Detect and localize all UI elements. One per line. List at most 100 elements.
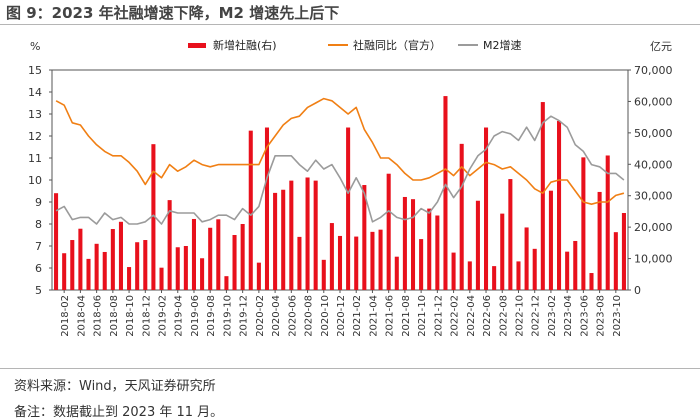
right-axis-tick-label: 30,000 xyxy=(634,190,673,203)
left-axis-tick-label: 15 xyxy=(28,64,42,77)
left-axis-tick-label: 5 xyxy=(35,284,42,297)
bar-2021-11 xyxy=(427,208,432,290)
left-axis-tick-label: 12 xyxy=(28,130,42,143)
bar-2018-08 xyxy=(110,229,115,290)
x-axis-tick-label: 2020-10 xyxy=(320,295,331,337)
left-axis-tick-label: 6 xyxy=(35,262,42,275)
bar-2020-07 xyxy=(297,236,302,290)
bar-2018-09 xyxy=(118,221,123,290)
x-axis-tick-label: 2022-10 xyxy=(514,295,525,337)
right-axis-tick-label: 60,000 xyxy=(634,95,673,108)
bar-2021-09 xyxy=(410,199,416,290)
bar-2020-12 xyxy=(337,235,343,290)
bar-2021-08 xyxy=(402,196,407,290)
title-divider xyxy=(0,24,700,25)
bar-2018-06 xyxy=(94,243,99,290)
bar-2021-03 xyxy=(362,185,367,290)
bar-2019-10 xyxy=(224,276,229,290)
left-axis-tick-label: 14 xyxy=(28,86,42,99)
right-axis-tick-label: 10,000 xyxy=(634,253,673,266)
bar-2021-07 xyxy=(394,256,399,290)
x-axis-tick-label: 2018-06 xyxy=(93,295,104,337)
left-axis-tick-label: 9 xyxy=(35,196,42,209)
x-axis-tick-label: 2020-06 xyxy=(287,295,298,337)
x-axis-tick-label: 2019-12 xyxy=(239,295,250,337)
bar-2023-04 xyxy=(565,251,570,290)
x-axis-tick-label: 2023-08 xyxy=(596,295,607,337)
bar-2022-05 xyxy=(475,200,480,290)
bar-2019-03 xyxy=(167,200,172,290)
bar-2020-02 xyxy=(256,262,261,290)
left-axis-tick-label: 10 xyxy=(28,174,42,187)
legend: 新增社融(右) 社融同比（官方） M2增速 xyxy=(188,38,522,52)
bar-2020-09 xyxy=(313,180,318,290)
bar-2021-01 xyxy=(346,127,351,290)
bar-2019-12 xyxy=(240,224,245,290)
right-axis-tick-label: 0 xyxy=(634,284,641,297)
x-axis-tick-label: 2022-02 xyxy=(450,295,461,337)
source-note: 资料来源：Wind，天风证券研究所 xyxy=(14,379,216,394)
bar-2023-02 xyxy=(548,190,553,290)
bar-2022-11 xyxy=(524,227,529,290)
bar-2020-03 xyxy=(264,127,270,290)
left-axis-tick-label: 13 xyxy=(28,108,42,121)
x-axis-tick-label: 2022-06 xyxy=(482,295,493,337)
left-axis-tick-label: 7 xyxy=(35,240,42,253)
right-axis-unit: 亿元 xyxy=(650,40,672,53)
bar-2021-04 xyxy=(370,231,375,290)
bar-2020-01 xyxy=(248,130,253,290)
bar-2019-08 xyxy=(208,227,213,290)
figure-title: 图 9：2023 年社融增速下降，M2 增速先上后下 xyxy=(6,4,340,22)
bar-2018-12 xyxy=(143,240,148,290)
bar-2023-03 xyxy=(557,120,562,291)
bar-2018-01 xyxy=(54,193,59,290)
legend-label: 社融同比（官方） xyxy=(353,38,441,52)
bar-2022-08 xyxy=(500,213,505,290)
x-axis-tick-label: 2022-08 xyxy=(498,295,509,337)
bar-2021-12 xyxy=(435,215,440,290)
bar-2019-09 xyxy=(216,219,221,290)
bar-2023-05 xyxy=(573,240,578,290)
bar-2020-11 xyxy=(329,223,334,290)
left-axis-unit: % xyxy=(30,40,40,53)
bar-2018-03 xyxy=(70,240,75,290)
bar-2023-07 xyxy=(589,273,594,290)
x-axis-tick-label: 2019-04 xyxy=(174,295,185,337)
x-axis-tick-label: 2021-06 xyxy=(385,295,396,337)
x-axis-tick-label: 2019-02 xyxy=(158,295,169,337)
bar-2018-10 xyxy=(127,267,132,290)
bar-2019-02 xyxy=(159,267,164,290)
x-axis-tick-label: 2023-10 xyxy=(612,295,623,337)
bar-2021-10 xyxy=(419,239,424,290)
footer-divider xyxy=(0,368,700,369)
line-sherong-yoy xyxy=(55,97,625,205)
x-axis-tick-label: 2018-12 xyxy=(141,295,152,337)
x-axis-tick-label: 2020-04 xyxy=(271,295,282,337)
bar-2022-01 xyxy=(443,96,448,290)
legend-swatch-bar xyxy=(188,43,206,48)
bar-2019-04 xyxy=(175,247,180,290)
x-axis-tick-label: 2019-06 xyxy=(190,295,201,337)
x-axis-tick-label: 2022-04 xyxy=(466,295,477,337)
legend-label: M2增速 xyxy=(483,38,522,52)
x-axis-tick-label: 2023-02 xyxy=(547,295,558,337)
bar-2019-06 xyxy=(191,218,196,290)
left-axis-tick-label: 11 xyxy=(28,152,42,165)
bar-2023-01 xyxy=(540,102,545,290)
bar-2022-04 xyxy=(467,261,472,290)
bar-2018-05 xyxy=(86,258,91,290)
bar-2022-06 xyxy=(484,127,489,290)
bar-2020-10 xyxy=(321,259,326,290)
bar-2020-08 xyxy=(305,177,310,290)
bar-2023-09 xyxy=(605,155,610,290)
x-axis-tick-label: 2021-04 xyxy=(368,295,379,337)
bar-2022-09 xyxy=(508,179,513,290)
bar-2019-11 xyxy=(232,235,237,290)
right-axis-tick-label: 40,000 xyxy=(634,158,673,171)
right-axis-tick-label: 70,000 xyxy=(634,64,673,77)
chart: 5 6 7 8 9 10 11 12 13 14 15% 0 10,000 20,000 30,000 40,… xyxy=(28,38,673,337)
remark-note: 备注：数据截止到 2023 年 11 月。 xyxy=(14,405,224,420)
bar-2018-04 xyxy=(78,228,83,290)
bar-2021-02 xyxy=(354,236,359,290)
bar-2022-03 xyxy=(459,143,464,290)
